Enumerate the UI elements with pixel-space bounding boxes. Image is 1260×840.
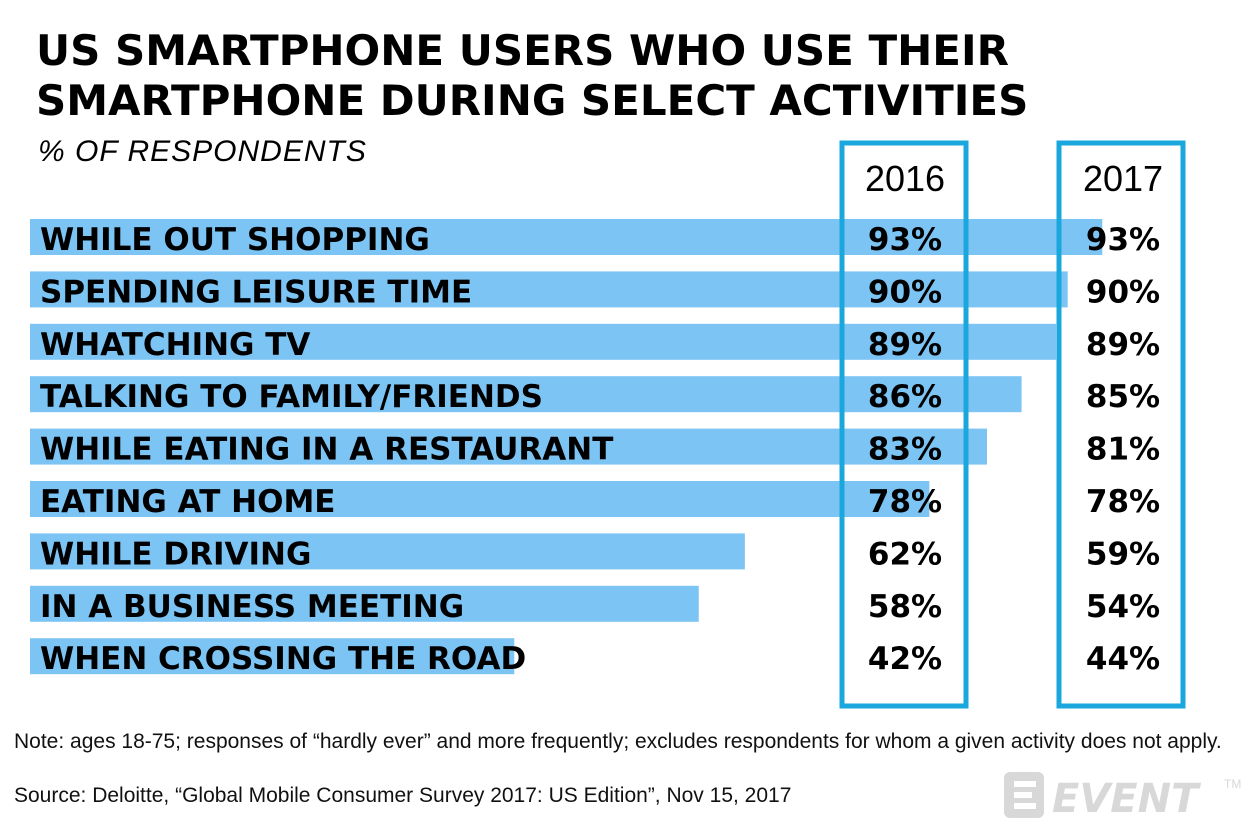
bars (30, 219, 1103, 675)
value-label-2017: 54% (1086, 589, 1160, 625)
value-label-2016: 58% (868, 589, 942, 625)
value-label-2017: 59% (1086, 536, 1160, 572)
value-label-2017: 78% (1086, 484, 1160, 520)
bar-chart: WHILE OUT SHOPPING SPENDING LEISURE TIME W… (30, 140, 1186, 709)
values-2016: 93% 90% 89% 86% 83% 78% 62% 58% 42% (868, 222, 942, 677)
value-label-2017: 90% (1086, 274, 1160, 310)
category-labels: WHILE OUT SHOPPING SPENDING LEISURE TIME W… (40, 222, 613, 677)
value-label-2016: 89% (868, 327, 942, 363)
value-label-2017: 93% (1086, 222, 1160, 258)
category-label: EATING AT HOME (40, 484, 335, 520)
chart-subtitle: % OF RESPONDENTS (38, 135, 367, 168)
category-label: WHILE DRIVING (40, 536, 311, 572)
chart-note: Note: ages 18-75; responses of “hardly e… (14, 730, 1222, 753)
value-label-2016: 62% (868, 536, 942, 572)
value-label-2016: 42% (868, 641, 942, 677)
bar-1 (30, 219, 1103, 255)
value-label-2016: 86% (868, 379, 942, 415)
logo-trademark: TM (1224, 777, 1241, 791)
value-label-2017: 85% (1086, 379, 1160, 415)
chart-source: Source: Deloitte, “Global Mobile Consume… (14, 784, 792, 807)
category-label: WHATCHING TV (40, 327, 310, 363)
logo-wordmark: EVENT (1052, 776, 1201, 822)
category-label: TALKING TO FAMILY/FRIENDS (40, 379, 543, 415)
bar-8 (30, 585, 699, 622)
column-frame-2016 (839, 140, 969, 709)
column-header-2017: 2017 (1083, 158, 1163, 199)
category-label: WHILE OUT SHOPPING (40, 222, 430, 258)
column-header-2016: 2016 (865, 158, 945, 199)
value-label-2016: 83% (868, 432, 942, 468)
event-logo: EVENT TM (1004, 772, 1241, 822)
chart-title: US SMARTPHONE USERS WHO USE THEIR SMARTP… (36, 26, 1029, 125)
value-label-2017: 89% (1086, 327, 1160, 363)
value-label-2016: 90% (868, 274, 942, 310)
bar-6 (30, 481, 930, 517)
values-2017: 93% 90% 89% 85% 81% 78% 59% 54% 44% (1086, 222, 1160, 677)
bar-2 (30, 271, 1068, 308)
category-label: SPENDING LEISURE TIME (40, 274, 472, 310)
bar-9 (30, 638, 515, 675)
value-label-2016: 78% (868, 484, 942, 520)
category-label: WHEN CROSSING THE ROAD (40, 641, 526, 677)
category-label: IN A BUSINESS MEETING (40, 589, 464, 625)
value-label-2017: 81% (1086, 432, 1160, 468)
category-label: WHILE EATING IN A RESTAURANT (40, 432, 613, 468)
bar-4 (30, 376, 1022, 413)
value-label-2017: 44% (1086, 641, 1160, 677)
bar-5 (30, 428, 987, 465)
value-label-2016: 93% (868, 222, 942, 258)
column-frame-2017 (1056, 140, 1186, 709)
e-logo-icon (1004, 772, 1044, 818)
bar-3 (30, 323, 1057, 360)
bar-7 (30, 533, 745, 570)
